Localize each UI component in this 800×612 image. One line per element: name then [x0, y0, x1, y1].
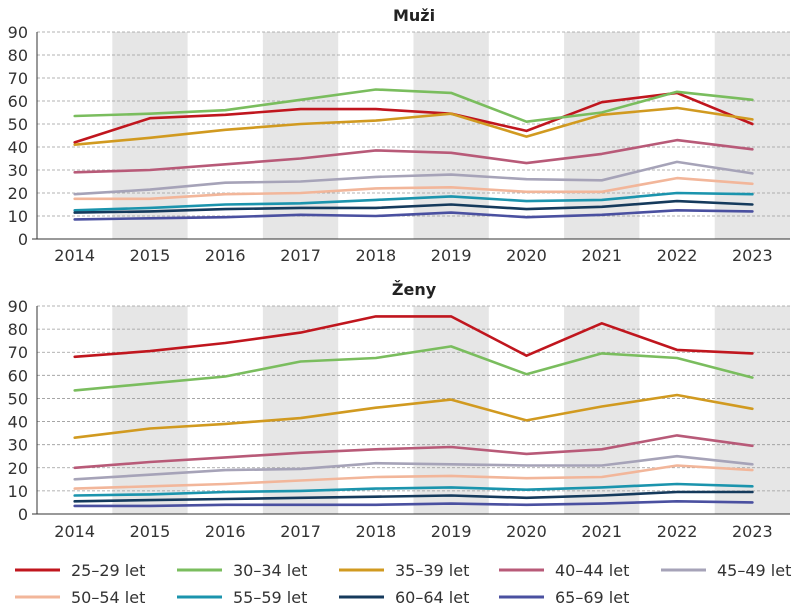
series-line-60-64-let	[73, 490, 754, 503]
legend-item: 45–49 let	[661, 561, 791, 580]
series-line-35-39-let	[73, 393, 754, 440]
chart-panel-zeny: Ženy 0 10 20 30 40 50 60 70 80 90 2014 2015 2016 2017…	[8, 280, 790, 541]
x-tick-label: 2019	[431, 522, 472, 541]
series-line-60-64-let	[73, 199, 754, 214]
legend-item: 35–39 let	[339, 561, 469, 580]
legend-label: 30–34 let	[233, 561, 307, 580]
year-band	[112, 306, 188, 514]
series-line-50-54-let	[73, 464, 754, 490]
x-tick-label: 2017	[280, 246, 321, 265]
series-line-45-49-let	[73, 454, 754, 481]
legend-item: 50–54 let	[15, 588, 145, 607]
legend-label: 55–59 let	[233, 588, 307, 607]
legend-label: 50–54 let	[71, 588, 145, 607]
series-line-40-44-let	[73, 138, 754, 174]
x-tick-label: 2020	[506, 246, 547, 265]
legend-item: 30–34 let	[177, 561, 307, 580]
legend-item: 65–69 let	[499, 588, 629, 607]
y-tick-label: 0	[18, 230, 28, 249]
legend-item: 40–44 let	[499, 561, 629, 580]
series-line-65-69-let	[73, 499, 754, 508]
y-tick-label: 90	[8, 297, 28, 316]
chart-panel-muzi: Muži 0 10 20 30 40 50 60 70 80 90 2014 2015 2016 2017…	[8, 6, 790, 265]
series-line-30-34-let	[73, 345, 754, 392]
legend: 25–29 let 30–34 let 35–39 let 40–44 let 45–4…	[15, 561, 791, 607]
year-band	[564, 306, 640, 514]
series-line-50-54-let	[73, 176, 754, 201]
x-tick-label: 2021	[581, 246, 622, 265]
y-tick-label: 40	[8, 413, 28, 432]
legend-label: 40–44 let	[555, 561, 629, 580]
x-tick-label: 2015	[130, 246, 171, 265]
y-tick-label: 70	[8, 343, 28, 362]
legend-label: 35–39 let	[395, 561, 469, 580]
series-line-35-39-let	[73, 106, 754, 146]
y-tick-label: 60	[8, 366, 28, 385]
series-line-40-44-let	[73, 434, 754, 470]
y-tick-label: 50	[8, 389, 28, 408]
x-tick-label: 2019	[431, 246, 472, 265]
legend-item: 25–29 let	[15, 561, 145, 580]
legend-label: 25–29 let	[71, 561, 145, 580]
y-tick-label: 80	[8, 320, 28, 339]
series-line-55-59-let	[73, 482, 754, 497]
x-tick-label: 2018	[355, 522, 396, 541]
x-tick-label: 2016	[205, 246, 246, 265]
x-tick-label: 2021	[581, 522, 622, 541]
series-line-25-29-let	[73, 91, 754, 144]
x-tick-label: 2022	[657, 522, 698, 541]
year-band	[413, 306, 489, 514]
y-tick-label: 10	[8, 207, 28, 226]
y-tick-label: 30	[8, 161, 28, 180]
legend-item: 55–59 let	[177, 588, 307, 607]
x-tick-label: 2017	[280, 522, 321, 541]
series-line-25-29-let	[73, 315, 754, 359]
y-tick-label: 30	[8, 436, 28, 455]
y-tick-label: 80	[8, 46, 28, 65]
y-tick-label: 90	[8, 23, 28, 42]
x-tick-label: 2022	[657, 246, 698, 265]
y-tick-label: 10	[8, 482, 28, 501]
x-tick-label: 2023	[732, 246, 773, 265]
y-tick-label: 20	[8, 184, 28, 203]
x-tick-label: 2015	[130, 522, 171, 541]
legend-label: 65–69 let	[555, 588, 629, 607]
x-tick-label: 2023	[732, 522, 773, 541]
year-band	[413, 32, 489, 239]
y-tick-label: 50	[8, 115, 28, 134]
y-tick-label: 70	[8, 69, 28, 88]
series-line-65-69-let	[73, 209, 754, 221]
series-line-55-59-let	[73, 191, 754, 212]
y-tick-label: 60	[8, 92, 28, 111]
y-tick-label: 40	[8, 138, 28, 157]
series-line-45-49-let	[73, 160, 754, 196]
legend-item: 60–64 let	[339, 588, 469, 607]
x-tick-label: 2016	[205, 522, 246, 541]
chart-title-muzi: Muži	[393, 6, 435, 25]
chart-title-zeny: Ženy	[392, 280, 437, 299]
x-tick-label: 2014	[54, 246, 95, 265]
legend-label: 45–49 let	[717, 561, 791, 580]
y-tick-label: 0	[18, 505, 28, 524]
x-tick-label: 2014	[54, 522, 95, 541]
year-band	[714, 32, 790, 239]
series-line-30-34-let	[73, 88, 754, 123]
legend-label: 60–64 let	[395, 588, 469, 607]
x-tick-label: 2020	[506, 522, 547, 541]
y-tick-label: 20	[8, 459, 28, 478]
x-tick-label: 2018	[355, 246, 396, 265]
